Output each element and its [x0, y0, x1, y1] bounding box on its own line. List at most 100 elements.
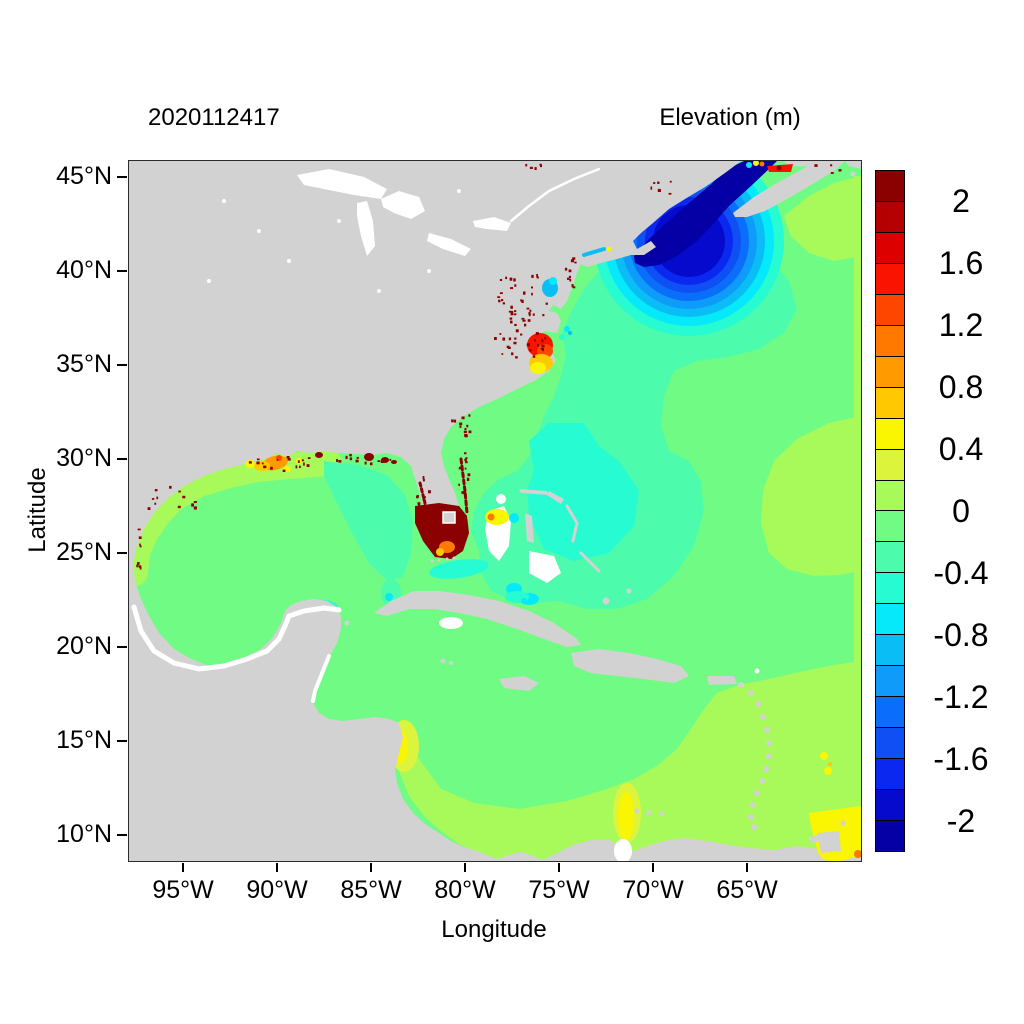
nc-sound-speckles: [514, 323, 517, 326]
nc-sound-speckles: [508, 337, 512, 341]
colorbar-tick-label: 1.2: [938, 307, 984, 343]
louisiana-speckles: [270, 466, 273, 470]
y-tick-label: 30°N: [56, 443, 112, 472]
texas-speckles: [156, 496, 159, 500]
antilles-10: [754, 790, 760, 796]
x-tick-mark: [370, 863, 373, 872]
y-tick-label: 15°N: [56, 725, 112, 754]
land-corner-island: [845, 161, 861, 169]
bimini-yellow: [485, 509, 509, 525]
colorbar-cell-14: [876, 603, 904, 635]
land-tobago: [840, 820, 846, 826]
land-north-central-south-america: [129, 161, 861, 861]
georgia-speckles: [464, 434, 468, 438]
colorbar: [875, 170, 905, 852]
texas-speckles: [154, 502, 157, 505]
panhandle-darkred-2: [364, 453, 374, 461]
x-tick-mark: [182, 863, 185, 872]
y-tick-mark: [117, 645, 127, 648]
fl-east-speckles: [462, 492, 466, 495]
keys-1: [430, 559, 434, 563]
sw-florida-cyan-dot: [385, 593, 393, 601]
land-speck-8: [377, 289, 381, 293]
louisiana-speckles: [301, 459, 304, 462]
colorbar-cell-20: [876, 789, 904, 821]
florida-westcoast-red: [418, 481, 427, 521]
x-tick-mark: [652, 863, 655, 872]
maine-speckles: [650, 186, 653, 190]
nc-sound-speckles: [544, 337, 546, 340]
x-tick-label: 85°W: [340, 876, 402, 904]
panhandle-speckles: [338, 460, 342, 463]
antilles-7: [766, 753, 772, 759]
colorbar-tick-label: -1.2: [933, 679, 989, 715]
keys-4: [452, 556, 456, 560]
arc-yellow-dot-1: [820, 752, 828, 760]
louisiana-speckles: [299, 465, 301, 468]
louisiana-speckles: [261, 462, 264, 465]
fl-west-speckles: [422, 497, 425, 501]
louisiana-speckles: [256, 458, 260, 461]
chesapeake-speckles: [499, 279, 503, 281]
capebreton-speckles: [830, 172, 834, 174]
nj-cyan-dot-2: [568, 331, 572, 335]
chesapeake-speckles: [522, 319, 526, 322]
y-tick-mark: [117, 457, 127, 460]
chesapeake-speckles: [532, 313, 535, 316]
louisiana-speckles: [282, 469, 286, 472]
chesapeake-speckles: [509, 277, 513, 281]
land-jamaica: [499, 676, 539, 691]
florida-tip-amber: [436, 548, 444, 556]
keys-3: [445, 557, 449, 561]
antilles-5: [764, 727, 770, 733]
land-long-island: [581, 245, 629, 263]
nc-sound-speckles: [515, 356, 518, 359]
mexico-edge-speckles: [139, 566, 142, 570]
colorbar-cell-17: [876, 696, 904, 728]
panhandle-speckles: [370, 462, 373, 466]
land-corner-dot: [850, 171, 856, 177]
land-speck-3: [287, 259, 291, 263]
chesapeake-speckles: [498, 299, 501, 303]
colorbar-cell-19: [876, 758, 904, 790]
nc-sound-speckles: [542, 348, 544, 352]
chesapeake-speckles: [524, 323, 527, 327]
nc-sound-speckles: [536, 344, 539, 347]
chesapeake-speckles: [513, 313, 517, 316]
texas-speckles: [177, 505, 181, 509]
chesapeake-speckles: [536, 276, 539, 279]
yucatan-north-white-strip: [286, 605, 342, 619]
capebreton-speckles: [830, 164, 833, 167]
chesapeake-speckles: [499, 292, 503, 294]
louisiana-speckles: [306, 464, 310, 467]
land-grand-bahama: [519, 489, 549, 495]
fl-west-speckles: [422, 476, 425, 480]
x-tick-label: 75°W: [528, 876, 590, 904]
bahamas-turquoise: [527, 423, 639, 561]
lake-ontario: [473, 217, 511, 231]
land-eleuthera: [565, 504, 579, 543]
land-speck-4: [207, 279, 211, 283]
nc-sound-speckles: [529, 349, 532, 352]
nc-yellow-blob: [530, 362, 546, 374]
minas-orange-dot: [759, 161, 765, 167]
chesapeake-speckles: [526, 307, 530, 310]
x-tick-mark: [276, 863, 279, 872]
mexico-edge-speckles: [139, 545, 142, 548]
colorbar-cell-10: [876, 479, 904, 511]
colorbar-cell-21: [876, 820, 904, 851]
land-turks: [626, 588, 632, 594]
nj-speckles: [574, 261, 577, 264]
mexico-edge-speckles: [138, 536, 142, 539]
y-tick-label: 40°N: [56, 255, 112, 284]
y-tick-label: 25°N: [56, 537, 112, 566]
yellowgreen-ne-blob: [784, 176, 861, 261]
louisiana-speckles: [276, 459, 279, 461]
plot-title-timestamp: 2020112417: [148, 104, 280, 131]
chesapeake-speckles: [514, 310, 517, 313]
georgia-speckles: [459, 425, 462, 428]
y-tick-label: 45°N: [56, 161, 112, 190]
abc-2: [646, 810, 652, 816]
nj-speckles: [568, 269, 572, 273]
chesapeake-speckles: [528, 313, 531, 317]
